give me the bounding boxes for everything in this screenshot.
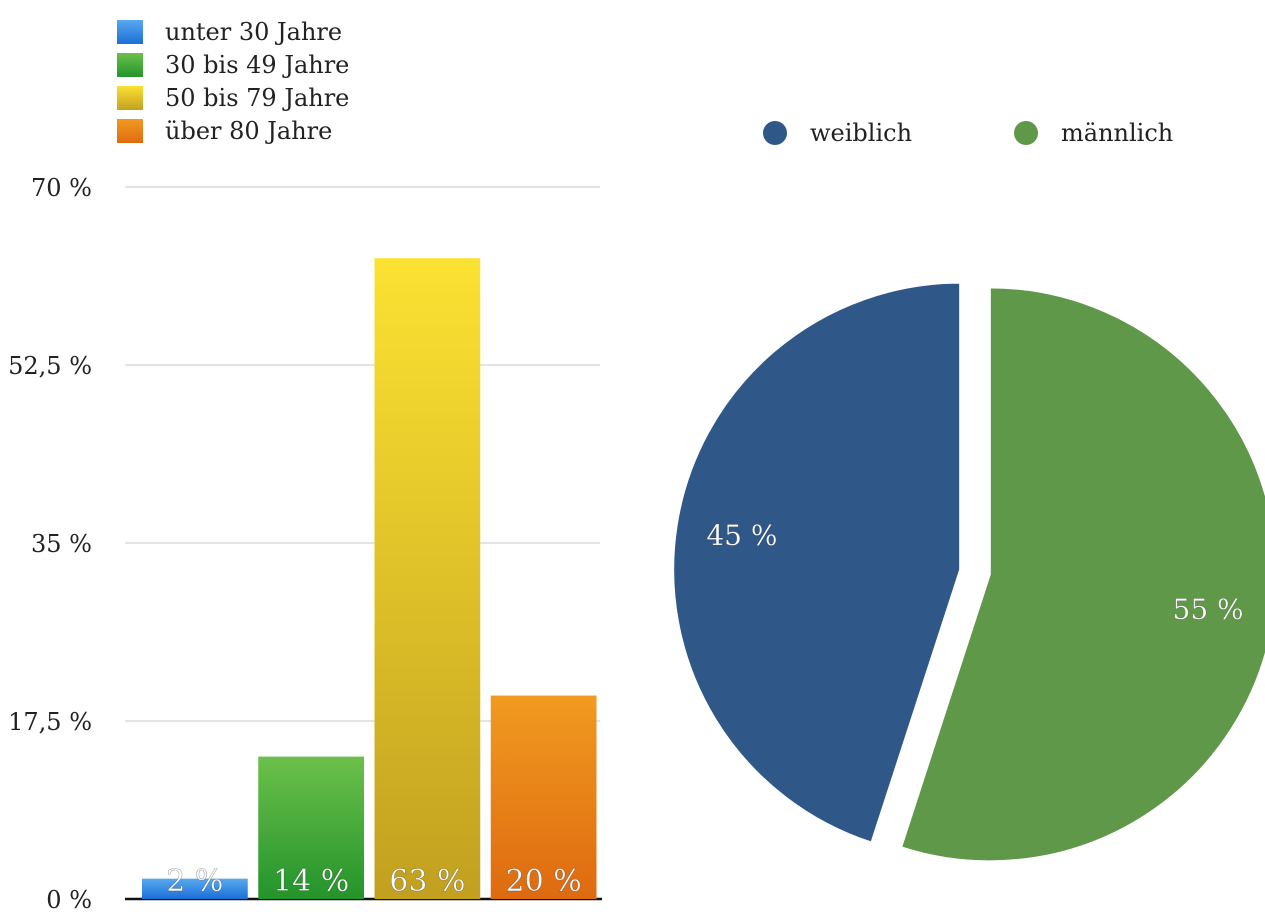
bar-data-label-3: 20 % xyxy=(506,864,582,899)
legend-swatch-3 xyxy=(117,119,143,143)
pie-legend-label-1: männlich xyxy=(1061,119,1173,147)
bar-chart-bars xyxy=(142,258,597,899)
bar-data-label-0: 2 % xyxy=(166,864,223,899)
y-tick-label: 52,5 % xyxy=(8,352,92,380)
y-tick-label: 17,5 % xyxy=(8,708,92,736)
legend-swatch-2 xyxy=(117,86,143,110)
y-tick-label: 35 % xyxy=(31,530,92,558)
bar-chart-legend: unter 30 Jahre 30 bis 49 Jahre 50 bis 79 J… xyxy=(117,18,349,145)
bar-1 xyxy=(258,756,364,899)
legend-label-0: unter 30 Jahre xyxy=(165,18,342,46)
pie-slice-0 xyxy=(672,281,962,844)
y-tick-label: 70 % xyxy=(31,174,92,202)
pie-chart-slices xyxy=(672,281,1265,863)
legend-label-3: über 80 Jahre xyxy=(165,117,332,145)
pie-chart-legend: weiblich männlich xyxy=(763,119,1173,147)
bar-chart-gridlines xyxy=(125,186,600,722)
bar-chart-y-axis: 0 % 17,5 % 35 % 52,5 % 70 % xyxy=(8,174,602,914)
legend-label-2: 50 bis 79 Jahre xyxy=(165,84,349,112)
pie-legend-marker-0 xyxy=(763,121,787,145)
pie-slice-1 xyxy=(899,286,1265,863)
pie-legend-label-0: weiblich xyxy=(810,119,912,147)
legend-swatch-0 xyxy=(117,20,143,44)
legend-swatch-1 xyxy=(117,53,143,77)
bar-2 xyxy=(374,258,481,899)
pie-legend-marker-1 xyxy=(1014,121,1038,145)
bar-0 xyxy=(142,878,248,899)
legend-label-1: 30 bis 49 Jahre xyxy=(165,51,349,79)
bar-data-label-1: 14 % xyxy=(273,864,349,899)
bar-data-label-2: 63 % xyxy=(389,864,465,899)
bar-chart: unter 30 Jahre 30 bis 49 Jahre 50 bis 79 J… xyxy=(8,18,602,914)
pie-data-label-0: 45 % xyxy=(706,519,777,552)
pie-chart: weiblich männlich 45 % 55 % xyxy=(672,119,1265,863)
pie-chart-data-labels: 45 % 55 % xyxy=(706,519,1244,626)
bar-3 xyxy=(490,695,597,899)
bar-chart-data-labels: 2 % 14 % 63 % 20 % xyxy=(166,864,582,900)
y-tick-label: 0 % xyxy=(46,886,92,914)
pie-data-label-1: 55 % xyxy=(1173,593,1244,626)
